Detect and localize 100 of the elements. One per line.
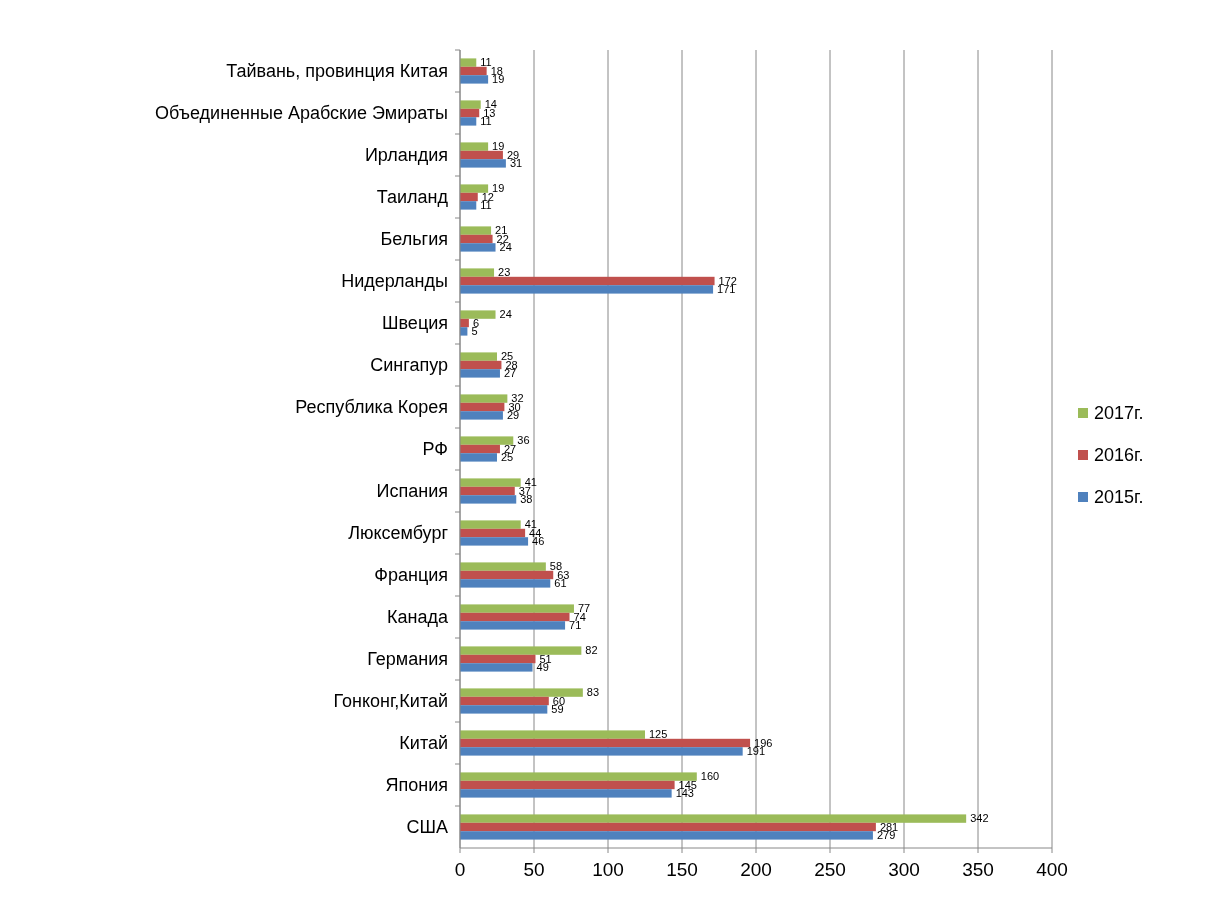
bar [460, 100, 481, 109]
bar [460, 453, 497, 462]
data-label: 58 [549, 560, 563, 573]
bar [460, 747, 743, 756]
y-tick-label: Китай [399, 733, 448, 754]
x-tick-label: 150 [666, 859, 698, 880]
bar [460, 789, 672, 798]
bar [460, 66, 487, 76]
y-tick-label: РФ [422, 439, 448, 460]
y-tick-label: Гонконг,Китай [333, 691, 448, 712]
y-tick-label: Испания [376, 481, 448, 502]
bar [460, 562, 546, 571]
bar [460, 58, 477, 67]
data-label: 11 [480, 115, 492, 128]
bar [460, 243, 496, 252]
data-label: 61 [554, 577, 567, 590]
data-label: 36 [517, 434, 530, 447]
bar [460, 310, 496, 319]
data-label: 38 [520, 493, 533, 506]
bar [460, 411, 503, 420]
y-tick-label: Люксембург [348, 523, 449, 544]
bar [460, 604, 574, 613]
legend-label: 2016г. [1094, 445, 1144, 466]
bar [460, 184, 489, 193]
x-tick-label: 300 [888, 859, 920, 880]
x-tick-label: 250 [814, 859, 846, 880]
y-tick-label: Япония [385, 775, 448, 796]
bar [460, 520, 521, 529]
data-label: 160 [700, 770, 720, 783]
bar [460, 646, 582, 655]
bar [460, 738, 751, 748]
bar [460, 444, 500, 454]
data-label: 41 [524, 518, 537, 531]
y-tick-label: Таиланд [376, 187, 449, 208]
data-label: 25 [501, 350, 514, 363]
data-label: 41 [524, 476, 537, 489]
y-tick-label: Сингапур [370, 355, 448, 376]
bar [460, 285, 714, 294]
data-label: 14 [484, 98, 497, 111]
y-tick-label: Нидерланды [341, 271, 448, 292]
bar [460, 234, 493, 244]
y-tick-label: Швеция [382, 313, 448, 334]
data-label: 83 [586, 686, 600, 699]
bar [460, 688, 583, 697]
y-tick-label: Ирландия [364, 145, 448, 166]
bar [460, 276, 715, 286]
data-label: 19 [492, 140, 505, 153]
x-tick-label: 200 [740, 859, 772, 880]
bar [460, 831, 873, 840]
data-label: 125 [649, 728, 668, 741]
bar [460, 142, 489, 151]
x-tick-label: 100 [592, 859, 624, 880]
y-tick-label: США [406, 817, 448, 838]
bar [460, 478, 521, 487]
bar [460, 360, 502, 370]
y-tick-label: Франция [374, 565, 448, 586]
data-label: 24 [499, 308, 512, 321]
data-label: 82 [585, 644, 598, 657]
bar [460, 436, 514, 445]
y-tick-label: Канада [387, 607, 449, 628]
bar [460, 226, 492, 235]
bar [460, 201, 477, 210]
bar [460, 537, 529, 546]
data-label: 342 [970, 812, 989, 825]
legend-label: 2017г. [1094, 403, 1144, 424]
bar [460, 75, 489, 84]
bar [460, 772, 697, 781]
x-tick-label: 0 [454, 859, 466, 880]
y-tick-label: Германия [367, 649, 448, 670]
bar [460, 814, 967, 823]
data-label: 19 [492, 182, 505, 195]
bar [460, 159, 506, 168]
data-label: 29 [506, 409, 520, 422]
bar [460, 822, 876, 832]
bar [460, 621, 566, 630]
data-label: 32 [511, 392, 524, 405]
y-tick-label: Бельгия [380, 229, 448, 250]
bar [460, 117, 477, 126]
bar [460, 150, 503, 160]
bar [460, 696, 549, 706]
bar [460, 268, 495, 277]
bar [460, 663, 533, 672]
data-label: 11 [480, 56, 492, 69]
data-label: 46 [532, 535, 545, 548]
bar [460, 612, 570, 622]
data-label: 21 [495, 224, 508, 237]
bar [460, 528, 526, 538]
y-tick-label: Тайвань, провинция Китая [226, 61, 448, 82]
x-tick-label: 50 [523, 859, 545, 880]
bar [460, 705, 548, 714]
bar [460, 369, 500, 378]
y-tick-label: Республика Корея [295, 397, 448, 418]
data-label: 24 [499, 241, 512, 254]
x-tick-label: 350 [962, 859, 994, 880]
y-tick-label: Объединенные Арабские Эмираты [155, 103, 448, 124]
bar [460, 394, 508, 403]
data-label: 27 [503, 367, 517, 380]
legend-label: 2015г. [1094, 487, 1144, 508]
bar [460, 780, 675, 790]
data-label: 11 [480, 199, 492, 212]
